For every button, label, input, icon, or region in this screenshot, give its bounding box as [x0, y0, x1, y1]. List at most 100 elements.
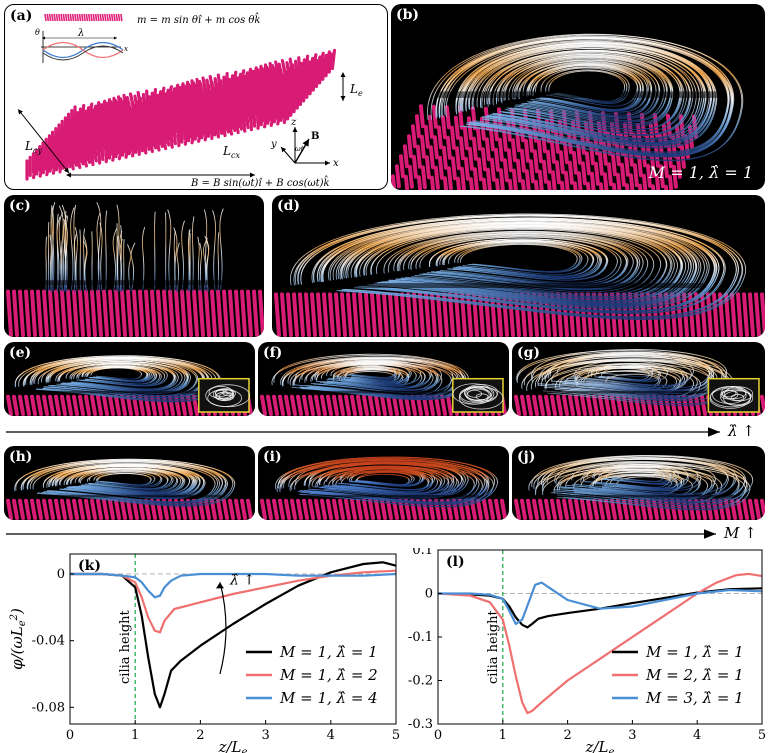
panel-a: (a) θ x λ m = m sin θî + m cos θk̂ Le Lc…	[4, 4, 388, 190]
axis-B-label: B	[311, 131, 319, 142]
cilia-carpet	[391, 104, 698, 190]
panel-c-flow-image	[6, 202, 264, 337]
cilia-carpet	[25, 48, 337, 181]
trend-label: λ̂ ↑	[229, 572, 255, 588]
streamlines	[15, 355, 221, 403]
x-tick-label: 3	[628, 728, 636, 743]
x-axis-label: z/Le	[218, 738, 248, 753]
legend-entry: M = 1, λ̂ = 1	[279, 643, 378, 661]
x-tick-label: 5	[392, 728, 400, 743]
panel-i: (i)	[258, 446, 509, 520]
legend-entry: M = 3, λ̂ = 1	[645, 689, 744, 707]
x-tick-label: 1	[499, 728, 507, 743]
panel-f-flow-image	[260, 353, 507, 416]
panel-i-flow-image	[260, 456, 507, 520]
panel-j-label: (j)	[517, 449, 536, 465]
x-tick-label: 4	[693, 728, 701, 743]
wave-inset: θ x λ	[35, 13, 128, 63]
y-axis-label: φ/(ωLe2)	[8, 608, 28, 670]
panel-g-flow-image	[514, 349, 765, 416]
trend-arrow	[219, 582, 227, 675]
x-tick-label: 4	[327, 728, 335, 743]
panel-b: (b) M = 1, λ̂ = 1	[391, 4, 765, 190]
cilia-height-label: cilia height	[486, 609, 501, 684]
panel-g-label: (g)	[517, 345, 541, 361]
axis-z-label: z	[290, 117, 297, 128]
series-line-1	[70, 561, 397, 709]
axis-wt-label: ωt	[295, 145, 304, 153]
x-tick-label: 3	[261, 728, 269, 743]
y-tick-label: -0.2	[408, 674, 433, 689]
legend-entry: M = 1, λ̂ = 1	[645, 643, 744, 661]
streamlines	[45, 202, 224, 292]
y-tick-label: -0.08	[32, 700, 65, 715]
y-tick-label: 0	[425, 587, 433, 602]
panel-d: (d)	[272, 195, 765, 337]
legend-entry: M = 2, λ̂ = 1	[645, 666, 744, 684]
panel-b-flow-image	[391, 33, 743, 190]
lambda-trend-arrow	[6, 427, 720, 437]
Lcx-label: Lcx	[222, 144, 240, 160]
panel-a-label: (a)	[10, 8, 33, 24]
cilia-carpet	[514, 498, 765, 520]
panel-c-label: (c)	[9, 198, 31, 214]
chart-k: cilia height 0 1 2 3 4 5 0 -0.04 -0.08 (k) z/Le φ/(ω…	[8, 553, 400, 753]
panel-g: (g)	[512, 342, 765, 416]
panel-a-illustration: θ x λ m = m sin θî + m cos θk̂ Le Lcy Lc…	[17, 13, 363, 189]
panel-c: (c)	[4, 195, 264, 337]
panel-e-flow-image	[6, 355, 253, 416]
panel-b-caption: M = 1, λ̂ = 1	[648, 163, 753, 182]
chart-l: cilia height 0 1 2 3 4 5 0.1 0 -0.1 -0.2 -0.3 (l) z/L…	[408, 548, 766, 753]
series-line-3	[70, 572, 397, 599]
M-trend-arrow	[6, 529, 716, 539]
panel-e: (e)	[4, 342, 255, 416]
y-tick-label: -0.04	[32, 634, 65, 649]
x-tick-label: 5	[758, 728, 766, 743]
cilia-carpet	[6, 289, 264, 337]
x-tick-label: 0	[434, 728, 442, 743]
panel-b-label: (b)	[396, 7, 420, 23]
magnetization-equation: m = m sin θî + m cos θk̂	[137, 13, 260, 26]
chart-panel-label: (k)	[78, 558, 101, 574]
M-trend-label: M ↑	[724, 524, 757, 542]
cilia-height-label: cilia height	[118, 609, 133, 684]
series-line-3	[438, 581, 763, 626]
zoom-inset	[707, 377, 760, 413]
panel-d-flow-image	[274, 213, 765, 337]
Le-label: Le	[349, 82, 363, 98]
y-tick-label: 0	[57, 567, 65, 582]
x-tick-label: 0	[66, 728, 74, 743]
axis-x-label: x	[333, 158, 339, 169]
x-tick-label: 1	[131, 728, 139, 743]
coordinate-axes: z x y B ωt	[270, 117, 339, 169]
chart-panel-label: (l)	[446, 554, 465, 570]
legend-entry: M = 1, λ̂ = 2	[279, 666, 378, 684]
y-tick-label: 0.1	[412, 548, 433, 558]
y-tick-label: -0.1	[408, 630, 433, 645]
zoom-inset	[198, 377, 251, 413]
series-line-2	[70, 569, 397, 634]
panel-h-flow-image	[6, 458, 253, 520]
x-axis-label: z/Le	[585, 738, 615, 753]
field-equation: B = B sin(ωt)î + B cos(ωt)k̂	[190, 176, 330, 189]
legend: M = 1, λ̂ = 1 M = 1, λ̂ = 2 M = 1, λ̂ = 4	[246, 643, 378, 707]
x-tick-label: 2	[196, 728, 204, 743]
panel-h: (h)	[4, 446, 255, 520]
panel-f-label: (f)	[263, 345, 283, 361]
cilia-carpet	[6, 498, 253, 520]
legend: M = 1, λ̂ = 1 M = 2, λ̂ = 1 M = 3, λ̂ = 1	[612, 643, 744, 707]
x-tick-label: 2	[563, 728, 571, 743]
lambda-trend-label: λ̂ ↑	[728, 422, 755, 440]
y-tick-label: -0.3	[408, 717, 433, 732]
panel-e-label: (e)	[9, 345, 32, 361]
legend-entry: M = 1, λ̂ = 4	[279, 689, 378, 707]
axis-x-small-label: x	[124, 45, 128, 53]
axis-theta-label: θ	[35, 28, 40, 37]
zoom-inset	[452, 377, 504, 413]
panel-i-label: (i)	[263, 449, 282, 465]
axis-y-label: y	[270, 139, 277, 150]
panel-d-label: (d)	[277, 198, 301, 214]
lambda-label: λ	[77, 28, 84, 39]
panel-f: (f)	[258, 342, 509, 416]
trend-arrowhead	[215, 582, 224, 589]
